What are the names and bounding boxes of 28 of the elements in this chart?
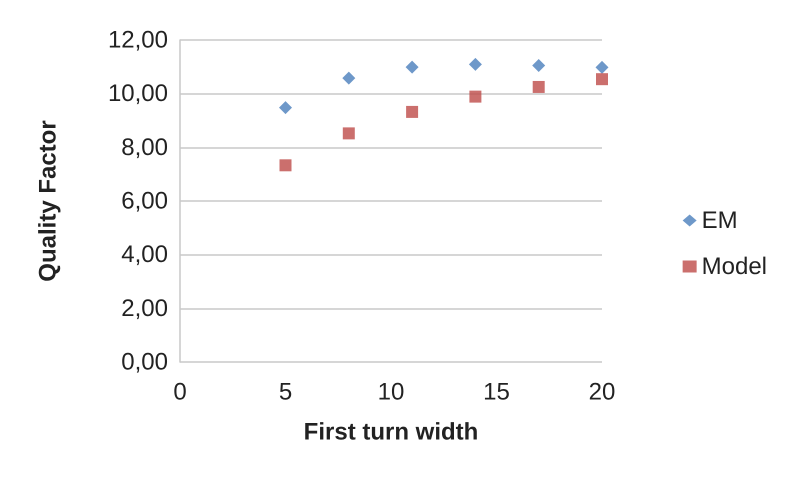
x-tick-label: 10 bbox=[378, 378, 404, 406]
x-tick-label: 0 bbox=[173, 378, 187, 406]
y-tick-label: 10,00 bbox=[108, 80, 168, 108]
point bbox=[406, 60, 419, 74]
x-tick-label: 15 bbox=[483, 378, 510, 406]
point bbox=[468, 58, 482, 71]
y-tick-label: 6,00 bbox=[121, 188, 168, 214]
y-tick-label: 2,00 bbox=[121, 294, 168, 322]
x-tick-label: 20 bbox=[588, 378, 616, 406]
legend-label: EM bbox=[702, 207, 738, 234]
point bbox=[532, 80, 545, 93]
y-tick-label: 4,00 bbox=[121, 241, 168, 268]
y-tick-label: 0,00 bbox=[121, 348, 168, 376]
point bbox=[596, 73, 608, 86]
point bbox=[596, 60, 608, 74]
point bbox=[532, 58, 546, 72]
point bbox=[406, 106, 418, 118]
point bbox=[342, 72, 356, 85]
point bbox=[342, 127, 355, 140]
x-tick-label: 5 bbox=[278, 378, 292, 406]
point bbox=[469, 90, 482, 103]
point bbox=[280, 159, 292, 172]
point bbox=[279, 101, 292, 114]
legend-label: Model bbox=[702, 253, 768, 280]
y-axis-title: Quality Factor bbox=[34, 120, 62, 282]
x-axis-title: First turn width bbox=[304, 418, 478, 446]
y-tick-label: 12,00 bbox=[108, 26, 168, 54]
y-tick-label: 8,00 bbox=[121, 134, 168, 161]
